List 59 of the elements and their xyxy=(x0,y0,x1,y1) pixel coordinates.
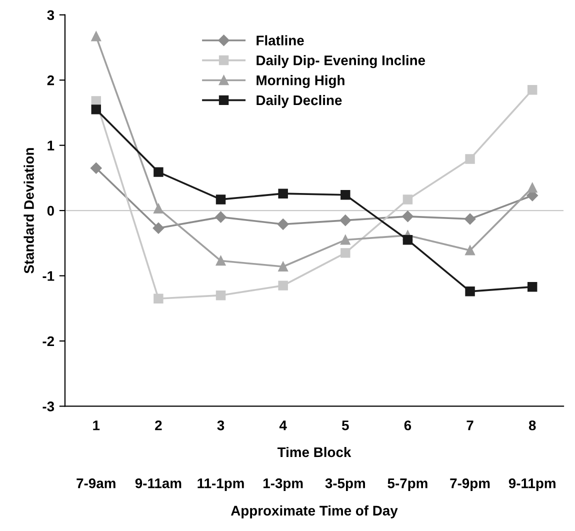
legend-label: Daily Dip- Evening Incline xyxy=(256,55,426,68)
point xyxy=(154,167,164,177)
text: 7-9pm xyxy=(450,478,490,491)
x-tick-label: 6 xyxy=(404,420,412,430)
point xyxy=(340,248,350,258)
point xyxy=(402,235,413,245)
point xyxy=(527,282,538,292)
x-tick-label: 3 xyxy=(217,420,224,430)
x-tick-label: 4 xyxy=(279,420,287,430)
point xyxy=(465,286,475,296)
point xyxy=(278,188,288,198)
text: 11-1pm xyxy=(198,478,244,491)
point xyxy=(278,262,288,272)
point xyxy=(340,214,351,226)
legend-label: Morning High xyxy=(256,75,344,88)
y-axis-title: Standard Deviation xyxy=(24,148,34,274)
point xyxy=(402,194,413,204)
legend-label: Daily Decline xyxy=(256,94,342,108)
y-tick-label: -2 xyxy=(42,336,54,346)
point xyxy=(152,222,164,234)
point xyxy=(91,32,101,42)
text: 7-9am xyxy=(76,478,116,488)
y-tick-label: -3 xyxy=(42,402,54,412)
point xyxy=(215,211,226,223)
text: 3-5pm xyxy=(325,478,365,491)
point xyxy=(154,204,164,214)
point xyxy=(527,85,538,95)
x-tick-label: 8 xyxy=(528,420,536,430)
text: 9-11am xyxy=(135,478,182,488)
point xyxy=(340,235,350,245)
y-tick-label: 0 xyxy=(47,206,54,216)
x-axis-title: Time Block xyxy=(277,446,352,458)
point xyxy=(91,104,101,114)
x-tick-label: 7 xyxy=(466,420,474,430)
text: 5-7pm xyxy=(388,478,428,491)
point xyxy=(154,294,164,304)
x-tick-label: 1 xyxy=(93,420,100,430)
point xyxy=(402,210,414,222)
point xyxy=(90,162,102,174)
point xyxy=(277,218,289,230)
point xyxy=(216,256,226,266)
legend-label: Flatline xyxy=(256,35,304,46)
point xyxy=(527,182,538,193)
y-tick-label: 3 xyxy=(47,10,54,20)
text: 9-11pm xyxy=(508,478,556,491)
y-tick-label: 2 xyxy=(47,75,54,86)
x-tick-label: 2 xyxy=(155,420,162,430)
point xyxy=(216,194,226,204)
y-tick-label: 1 xyxy=(48,140,54,150)
text: 1-3pm xyxy=(264,478,303,491)
y-tick-label: -1 xyxy=(42,271,54,281)
text: Approximate Time of Day xyxy=(230,505,398,518)
point xyxy=(340,190,350,200)
point xyxy=(465,154,475,164)
point xyxy=(464,213,476,225)
point xyxy=(216,290,226,300)
point xyxy=(465,245,475,256)
point xyxy=(278,280,288,290)
x-tick-label: 5 xyxy=(342,420,349,430)
